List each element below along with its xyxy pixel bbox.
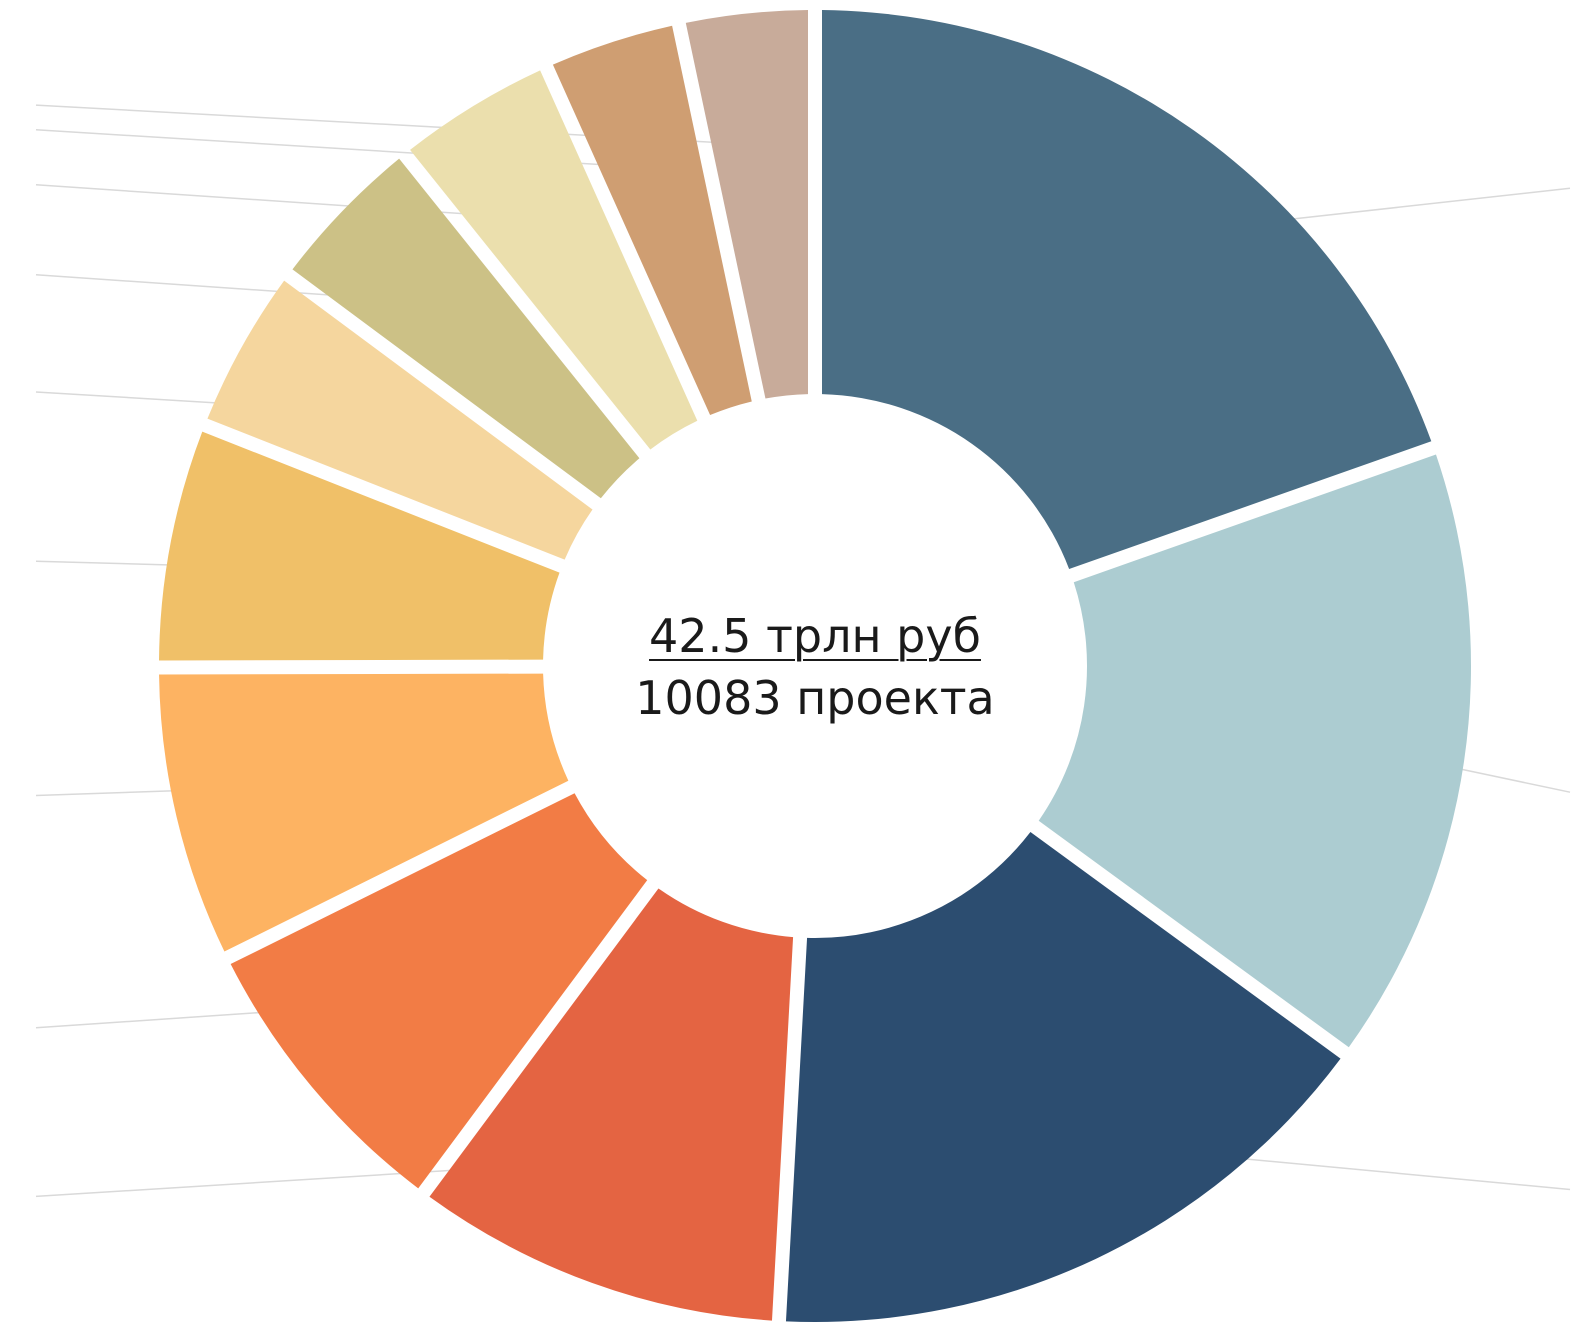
donut-slice-11[interactable]: [552, 25, 752, 416]
donut-slices: [159, 10, 1471, 1323]
donut-slice-8[interactable]: [207, 280, 593, 560]
center-label: 42.5 трлн руб 10083 проекта: [615, 605, 1015, 729]
donut-slice-7[interactable]: [159, 431, 560, 661]
donut-slice-12[interactable]: [685, 10, 808, 399]
donut-slice-3[interactable]: [785, 832, 1341, 1323]
donut-slice-10[interactable]: [410, 70, 698, 450]
total-amount-link[interactable]: 42.5 трлн руб: [649, 609, 981, 663]
donut-slice-5[interactable]: [230, 793, 648, 1189]
donut-slice-4[interactable]: [429, 888, 794, 1321]
donut-slice-1[interactable]: [822, 10, 1432, 569]
leader-line-10: [35, 184, 542, 220]
donut-slice-9[interactable]: [292, 158, 640, 499]
project-count: 10083 проекта: [635, 671, 995, 725]
donut-slice-2[interactable]: [1038, 454, 1471, 1048]
donut-slice-6[interactable]: [159, 673, 569, 952]
